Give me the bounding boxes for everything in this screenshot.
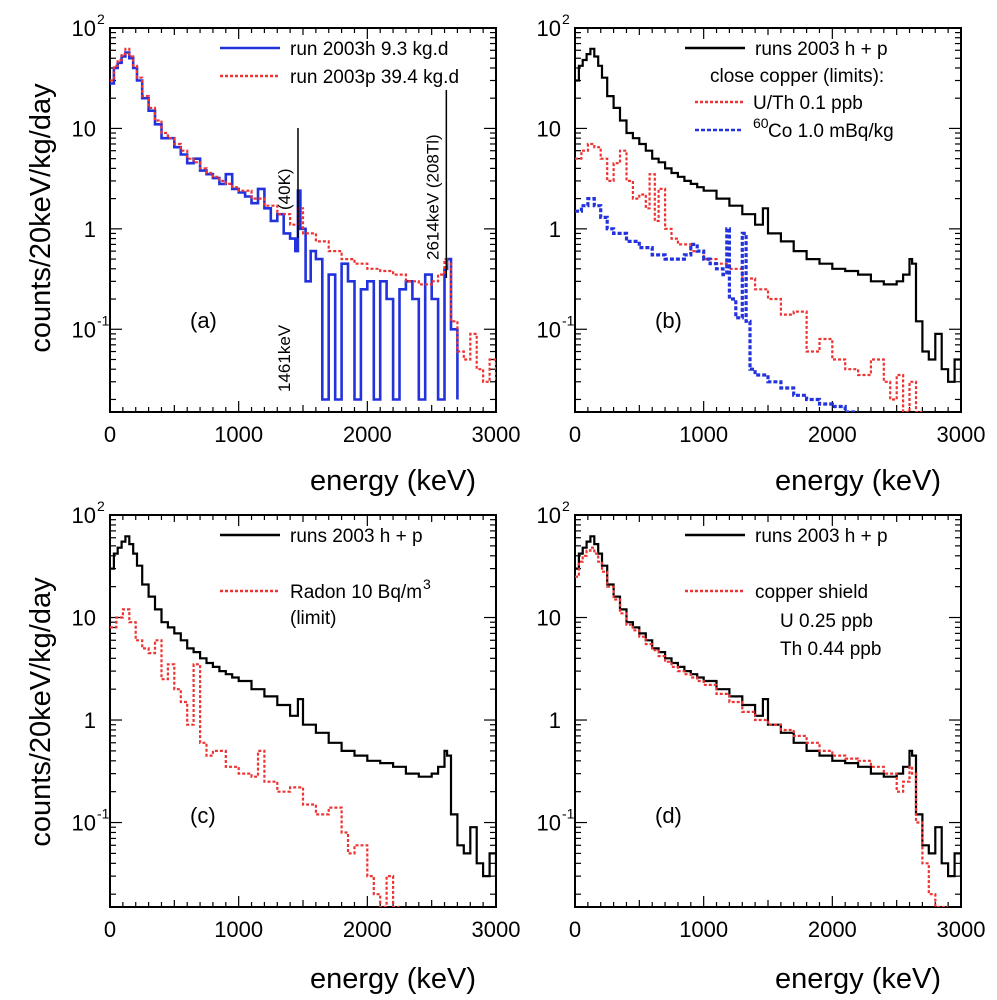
y-tick-exponent: 2 [562,498,570,514]
legend-label: runs 2003 h + p [755,526,888,547]
x-tick-label: 3000 [472,422,521,447]
x-tick-label: 1000 [679,917,728,942]
series-group [110,535,496,907]
legend-label: U/Th 0.1 ppb [753,93,863,114]
series-line-1 [110,535,496,878]
y-tick-label: 10 [537,116,561,141]
x-tick-label: 3000 [472,917,521,942]
y-tick-label: 1 [84,708,96,733]
x-tick-label: 1000 [214,422,263,447]
legend-label-line2: (limit) [290,608,336,629]
y-tick-label: 10 [537,606,561,631]
x-axis-label-b: energy (keV) [775,465,941,497]
series-line-1 [575,47,961,383]
legend-superscript: 60 [753,115,769,131]
y-tick-exponent: -1 [97,806,110,822]
y-tick-label: 10 [537,317,561,342]
legend-extra: Th 0.44 ppb [780,639,881,660]
legend-label: run 2003h 9.3 kg.d [290,39,448,60]
legend-label: runs 2003 h + p [755,39,888,60]
x-tick-label: 1000 [214,917,263,942]
y-tick-label: 10 [537,16,561,41]
panel-label: (d) [655,803,682,828]
legend: run 2003h 9.3 kg.d run 2003p 39.4 kg.d [220,39,459,88]
y-tick-label: 10 [72,16,96,41]
x-axis-label-a: energy (keV) [310,465,476,497]
peak-annotation: 1461keV (40K) [275,128,299,392]
series-line-3 [575,197,859,412]
y-tick-exponent: -1 [97,312,110,328]
y-tick-label: 1 [549,708,561,733]
panel-label: (c) [190,803,216,828]
legend-extra: U 0.25 ppb [780,611,873,632]
legend-label: Co 1.0 mBq/kg [768,121,894,142]
x-tick-label: 0 [569,917,581,942]
series-line-2 [110,608,400,907]
y-tick-label: 10 [72,317,96,342]
y-tick-label: 10 [72,606,96,631]
legend-label: run 2003p 39.4 kg.d [290,67,459,88]
legend: runs 2003 h + p close copper (limits): U/T… [685,39,894,142]
panel-label: (b) [655,308,682,333]
x-tick-label: 2000 [808,422,857,447]
y-tick-label: 10 [72,503,96,528]
panel-label: (a) [190,308,217,333]
legend-label: copper shield [755,582,868,603]
y-tick-label: 10 [537,503,561,528]
y-tick-label: 10 [72,811,96,836]
x-tick-label: 0 [569,422,581,447]
series-group [110,47,496,401]
y-tick-label: 1 [549,217,561,242]
y-tick-label: 1 [84,217,96,242]
y-tick-exponent: 2 [97,498,105,514]
y-tick-label: 10 [72,116,96,141]
x-tick-label: 3000 [937,917,986,942]
plot-frame [109,27,497,413]
x-tick-label: 3000 [937,422,986,447]
y-tick-label: 10 [537,811,561,836]
legend-header: close copper (limits): [710,66,884,87]
series-group [575,535,961,907]
x-tick-label: 2000 [808,917,857,942]
x-axis-label-c: energy (keV) [310,963,476,995]
y-tick-exponent: -1 [562,312,575,328]
y-axis-label-bottom: counts/20keV/kg/day [25,577,57,847]
series-line-1 [110,51,459,401]
annotation-isotope: (40K) [275,168,294,210]
peak-annotation: 2614keV (208Tl) [423,90,448,278]
legend-label: Radon 10 Bq/m [290,582,422,603]
legend-superscript: 3 [423,576,431,592]
legend: runs 2003 h + p copper shield U 0.25 ppb Th… [685,526,888,660]
series-line-2 [575,546,949,907]
annotation-energy: 1461keV [275,324,294,392]
y-axis-label-top: counts/20keV/kg/day [25,83,57,353]
x-tick-label: 2000 [343,422,392,447]
x-tick-label: 0 [104,917,116,942]
x-tick-label: 2000 [343,917,392,942]
x-tick-label: 0 [104,422,116,447]
y-tick-exponent: -1 [562,806,575,822]
series-group [575,47,961,412]
y-tick-exponent: 2 [97,11,105,27]
x-axis-label-d: energy (keV) [775,963,941,995]
annotation-energy: 2614keV (208Tl) [423,134,442,260]
x-tick-label: 1000 [679,422,728,447]
legend-label: runs 2003 h + p [290,526,423,547]
y-tick-exponent: 2 [562,11,570,27]
series-line-2 [110,47,496,383]
